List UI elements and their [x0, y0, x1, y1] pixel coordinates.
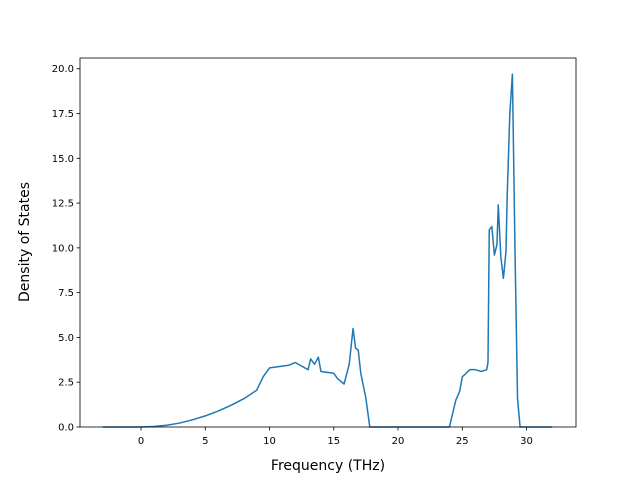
y-tick-label: 17.5 [52, 109, 74, 120]
x-tick-label: 10 [263, 436, 276, 447]
y-tick-label: 0.0 [58, 423, 74, 434]
y-tick-label: 7.5 [58, 288, 74, 299]
y-tick-label: 5.0 [58, 333, 74, 344]
x-tick-label: 5 [202, 436, 208, 447]
x-tick-label: 0 [138, 436, 144, 447]
x-tick-label: 20 [392, 436, 405, 447]
plot-frame [79, 57, 577, 428]
y-tick-label: 10.0 [52, 243, 74, 254]
y-tick-label: 2.5 [58, 378, 74, 389]
x-axis-label: Frequency (THz) [271, 458, 385, 474]
y-axis-label: Density of States [17, 182, 33, 302]
y-tick-label: 12.5 [52, 199, 74, 210]
y-tick-label: 15.0 [52, 154, 74, 165]
x-tick-label: 15 [327, 436, 340, 447]
y-tick-label: 20.0 [52, 64, 74, 75]
x-tick-label: 25 [456, 436, 469, 447]
series-line [102, 73, 553, 428]
x-tick-label: 30 [520, 436, 533, 447]
